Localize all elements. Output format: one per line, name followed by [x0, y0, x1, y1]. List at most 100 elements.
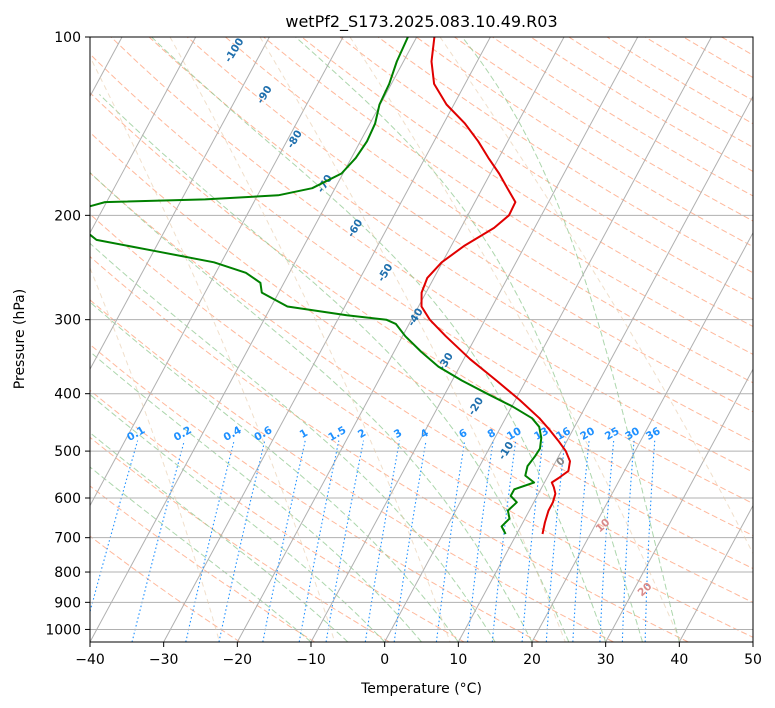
- mixing-ratio-line: [521, 440, 544, 642]
- moist-adiabat: [151, 37, 607, 642]
- x-tick-label: −30: [149, 652, 179, 668]
- moist-adiabat: [90, 301, 459, 642]
- theta-e-label: 20: [636, 580, 655, 599]
- mixing-ratio-label: 2: [356, 427, 368, 441]
- dry-adiabat: [110, 37, 753, 473]
- moist-adiabat: [90, 431, 349, 642]
- mixing-ratio-line: [491, 440, 517, 642]
- mixing-ratio-line: [572, 440, 590, 642]
- dry-adiabat: [721, 37, 753, 56]
- x-tick-label: 30: [597, 652, 615, 668]
- x-tick-label: −10: [296, 652, 326, 668]
- isotherm-label: -70: [315, 173, 335, 195]
- mixing-ratio-label: 6: [457, 427, 469, 441]
- x-tick-label: 20: [523, 652, 541, 668]
- mixing-ratio-line: [621, 440, 635, 642]
- isotherm-line: [90, 37, 344, 507]
- mixing-ratio-line: [644, 440, 656, 642]
- isotherm-line: [236, 37, 565, 642]
- moist-adiabat: [90, 242, 496, 642]
- theta-e-label: 10: [594, 516, 613, 535]
- moist-adiabat: [295, 37, 643, 642]
- moist-adiabat: [90, 466, 312, 642]
- dewpoint-line: [90, 37, 543, 535]
- theta-e-line: [259, 37, 566, 642]
- isotherm-label: -50: [375, 262, 395, 284]
- dry-adiabat: [90, 255, 689, 642]
- theta-e-label: 0: [554, 455, 567, 469]
- isotherm-line: [457, 95, 753, 642]
- isotherm-label: -100: [222, 36, 246, 65]
- x-tick-label: 50: [744, 652, 762, 668]
- mixing-ratio-line: [393, 440, 427, 642]
- y-tick-label: 400: [54, 387, 81, 403]
- theta-e-line: [439, 37, 753, 555]
- isotherm-line: [163, 37, 491, 642]
- dry-adiabat: [90, 92, 753, 537]
- y-tick-label: 800: [54, 565, 81, 581]
- isotherm-label: -90: [255, 84, 275, 106]
- theta-e-line: [90, 55, 336, 642]
- mixing-ratio-label: 0.6: [252, 424, 274, 444]
- dry-adiabat: [263, 37, 753, 355]
- dry-adiabat: [606, 37, 753, 125]
- dry-adiabat: [644, 37, 753, 101]
- y-tick-label: 700: [54, 531, 81, 547]
- theta-e-line: [169, 37, 451, 642]
- y-axis-label: Pressure (hPa): [12, 289, 28, 389]
- x-tick-label: −20: [223, 652, 253, 668]
- y-tick-label: 1000: [45, 622, 81, 638]
- moist-adiabat: [90, 171, 533, 642]
- chart-title: wetPf2_S173.2025.083.10.49.R03: [285, 12, 557, 32]
- temperature-line: [420, 37, 571, 535]
- dry-adiabat: [90, 343, 540, 642]
- mixing-ratio-label: 0.1: [125, 424, 147, 444]
- background-lines: [90, 37, 753, 642]
- mixing-ratio-label: 30: [623, 425, 642, 443]
- mixing-ratio-line: [466, 440, 494, 642]
- mixing-ratio-line: [599, 440, 615, 642]
- isotherm-line: [752, 640, 753, 642]
- mixing-ratio-label: 36: [644, 425, 663, 443]
- moist-adiabat: [99, 94, 570, 642]
- mixing-ratio-line: [90, 440, 139, 614]
- y-tick-label: 200: [54, 208, 81, 224]
- theta-e-line: [90, 266, 221, 642]
- dry-adiabat: [90, 172, 753, 603]
- mixing-ratio-label: 3: [392, 427, 404, 441]
- moist-adiabat: [90, 351, 422, 642]
- mixing-ratio-label: 8: [485, 427, 497, 441]
- x-axis-label: Temperature (°C): [360, 681, 482, 697]
- mixing-ratio-line: [545, 440, 566, 642]
- dry-adiabat: [415, 37, 753, 248]
- isotherm-label: -60: [345, 217, 365, 239]
- mixing-ratio-label: 1: [298, 427, 310, 441]
- mixing-ratio-line: [325, 440, 365, 642]
- mixing-ratio-label: 1.5: [326, 424, 348, 444]
- dry-adiabat: [148, 37, 753, 443]
- dry-adiabat: [90, 436, 390, 642]
- isotherm-line: [384, 37, 712, 642]
- x-tick-label: 0: [380, 652, 389, 668]
- y-tick-label: 100: [54, 30, 81, 46]
- mixing-ratio-line: [185, 440, 235, 642]
- dry-adiabat: [90, 299, 614, 642]
- dry-adiabat: [530, 37, 753, 172]
- plot-frame: [89, 36, 754, 643]
- mixing-ratio-line: [298, 440, 340, 642]
- mixing-ratio-line: [364, 440, 401, 642]
- y-axis-ticks: 100 200 300 400 500 600 700 800 900 1000: [45, 30, 90, 638]
- isotherm-line: [605, 368, 753, 642]
- sounding-series: [90, 37, 571, 535]
- dry-adiabat: [90, 131, 753, 570]
- mixing-ratio-line: [262, 440, 306, 642]
- mixing-ratio-label: 10: [505, 425, 524, 443]
- dry-adiabat: [186, 37, 753, 413]
- mixing-ratio-label: 0.4: [222, 424, 244, 444]
- mixing-ratio-line: [435, 440, 466, 642]
- theta-e-line: [349, 37, 682, 642]
- mixing-ratio-label: 0.2: [172, 424, 194, 444]
- y-tick-label: 500: [54, 444, 81, 460]
- y-tick-label: 600: [54, 491, 81, 507]
